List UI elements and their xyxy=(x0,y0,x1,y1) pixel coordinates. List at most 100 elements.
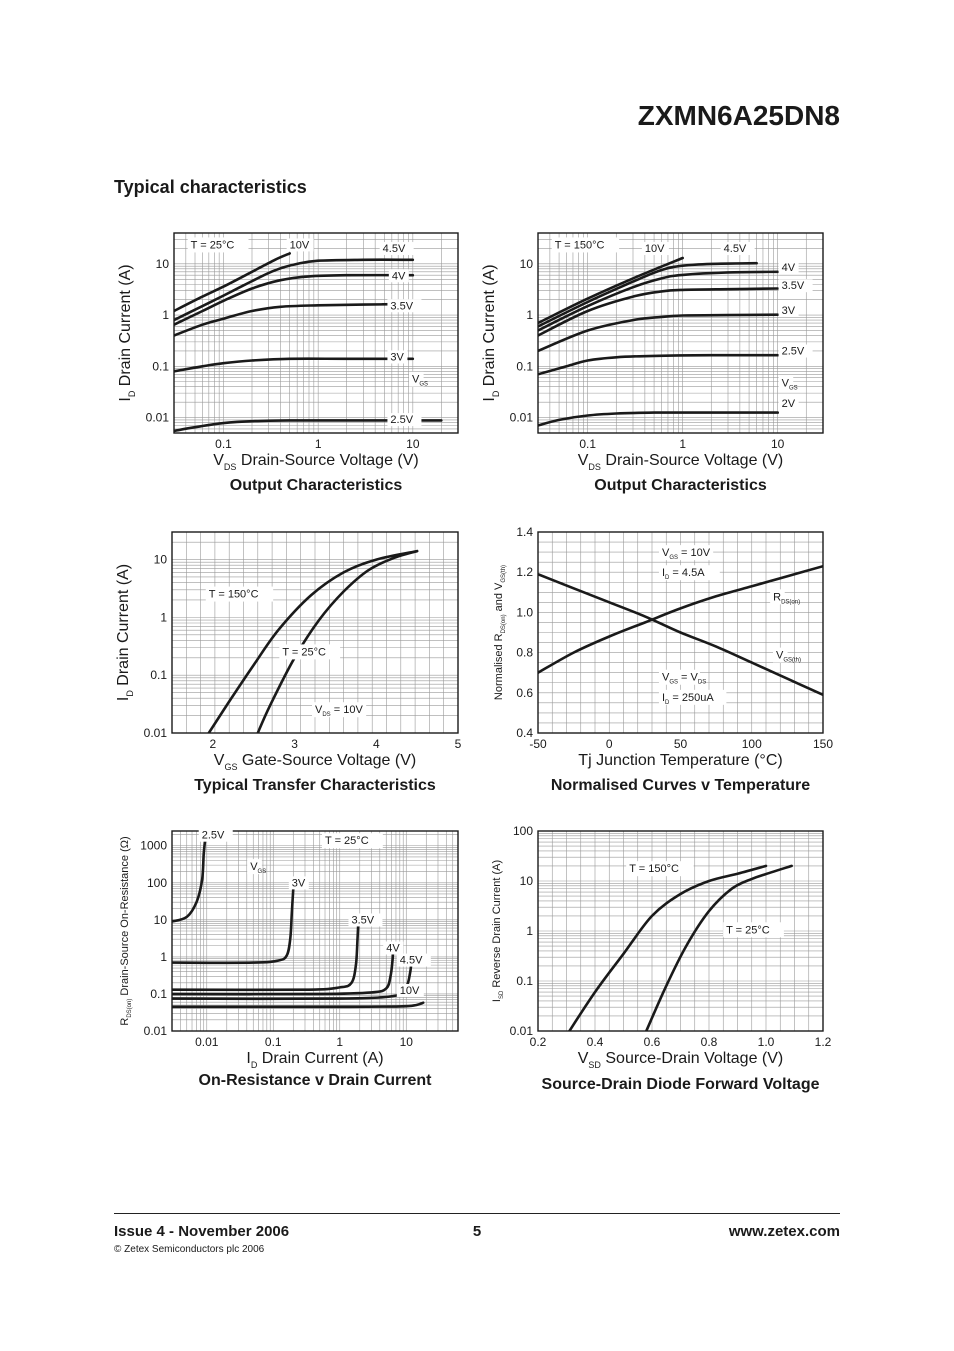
series-label-4-5v: 4.5V xyxy=(383,243,406,255)
annotation: ID = 4.5A xyxy=(662,567,705,581)
annotation: T = 150°C xyxy=(209,589,259,601)
series-label-bg xyxy=(383,941,404,955)
series-label-4v: 4V xyxy=(392,270,406,282)
series-label-bg xyxy=(396,983,424,997)
section-title: Typical characteristics xyxy=(114,177,307,197)
y-axis-label: RDS(on) Drain-Source On-Resistance (Ω) xyxy=(119,836,133,1025)
y-tick-label: 1.0 xyxy=(516,605,533,619)
y-tick-label: 0.01 xyxy=(146,411,170,425)
series-label-bg xyxy=(288,876,309,890)
y-tick-label: 1.4 xyxy=(516,525,533,539)
plot-frame xyxy=(537,232,824,434)
series-line-t-25-c xyxy=(256,549,419,733)
series-label-bg xyxy=(286,238,314,252)
y-tick-label: 100 xyxy=(513,824,533,838)
x-tick-label: 50 xyxy=(674,737,688,751)
chart-diode: 0.2 0.4 0.6 0.8 1.0 1.2 0.01 0.1 1 10 100 VSD Sourc… xyxy=(491,824,832,1093)
plot-frame xyxy=(173,232,459,434)
x-tick-label: 3 xyxy=(291,737,298,751)
plot-frame xyxy=(537,531,824,734)
series-line-2-5v xyxy=(172,836,207,923)
series-line-2-5v xyxy=(538,353,779,376)
annotation: T = 150°C xyxy=(629,863,679,875)
series-label-3-5v: 3.5V xyxy=(782,280,805,292)
x-tick-label: 0.1 xyxy=(215,437,232,451)
annotation-bg xyxy=(247,859,262,875)
annotation: RDS(on) xyxy=(773,591,800,605)
x-axis-label: ID Drain Current (A) xyxy=(246,1050,383,1070)
series-label-3-5v: 3.5V xyxy=(351,914,374,926)
annotation-bg xyxy=(279,644,341,660)
series-line-t-150-c xyxy=(207,549,419,733)
x-tick-label: 1.2 xyxy=(815,1035,832,1049)
annotation-bg xyxy=(658,565,720,581)
series-label-bg xyxy=(778,344,813,358)
x-tick-label: 1 xyxy=(336,1035,343,1049)
y-tick-label: 0.1 xyxy=(150,668,167,682)
y-axis-label: ISD Reverse Drain Current (A) xyxy=(491,860,505,1002)
series-line-3v xyxy=(538,313,779,353)
y-axis-label: ID Drain Current (A) xyxy=(115,564,135,701)
plot-frame xyxy=(171,830,459,1032)
series-label-4v: 4V xyxy=(782,262,796,274)
annotation: ID = 250uA xyxy=(662,692,714,706)
annotation: T = 25°C xyxy=(726,924,770,936)
y-tick-label: 0.1 xyxy=(516,359,533,373)
annotation-bg xyxy=(658,669,700,685)
y-tick-label: 0.1 xyxy=(150,987,167,1001)
y-tick-label: 0.01 xyxy=(144,726,168,740)
series-label-2-5v: 2.5V xyxy=(390,414,413,426)
y-tick-label: 0.01 xyxy=(144,1024,168,1038)
x-tick-label: 10 xyxy=(400,1035,414,1049)
series-line-2v xyxy=(538,411,779,427)
y-axis-label: ID Drain Current (A) xyxy=(481,264,501,401)
y-tick-label: 10 xyxy=(520,257,534,271)
annotation: VGS = 10V xyxy=(662,547,711,561)
series-label-bg xyxy=(778,397,799,411)
annotation: VGS xyxy=(250,861,266,875)
x-axis-label: VDS Drain-Source Voltage (V) xyxy=(213,452,419,472)
series-line-3-5v xyxy=(538,287,779,337)
grid xyxy=(172,831,458,1031)
y-tick-label: 0.1 xyxy=(516,974,533,988)
x-tick-label: 0.4 xyxy=(587,1035,604,1049)
x-tick-label: 1 xyxy=(679,437,686,451)
footer-copyright: © Zetex Semiconductors plc 2006 xyxy=(114,1244,265,1255)
annotation-bg xyxy=(322,833,383,849)
series-label-bg xyxy=(198,828,233,842)
series-label-bg xyxy=(641,242,669,256)
series-label-3-5v: 3.5V xyxy=(390,300,413,312)
series-label-bg xyxy=(387,350,408,364)
x-tick-label: 0.2 xyxy=(530,1035,547,1049)
series-line-3-5v xyxy=(172,920,360,992)
annotation: VGS xyxy=(412,374,428,388)
y-tick-label: 0.01 xyxy=(510,411,534,425)
series-label-3v: 3V xyxy=(292,877,306,889)
part-number: ZXMN6A25DN8 xyxy=(637,100,840,131)
x-tick-label: 0.6 xyxy=(644,1035,661,1049)
x-tick-label: 150 xyxy=(813,737,833,751)
y-tick-label: 1 xyxy=(160,610,167,624)
series-label-bg xyxy=(778,261,799,275)
plot-frame xyxy=(537,830,824,1032)
series-label-4-5v: 4.5V xyxy=(400,955,423,967)
series-label-bg xyxy=(388,269,409,283)
annotation-bg xyxy=(772,647,788,663)
series-label-10v: 10V xyxy=(290,239,310,251)
series-label-2-5v: 2.5V xyxy=(202,830,225,842)
series-line-3-5v xyxy=(174,302,415,337)
annotation: VDS = 10V xyxy=(315,704,363,718)
series-label-4v: 4V xyxy=(386,942,400,954)
x-tick-label: 0 xyxy=(606,737,613,751)
y-tick-label: 0.6 xyxy=(516,686,533,700)
series-label-10v: 10V xyxy=(645,243,665,255)
annotation: VGS xyxy=(782,378,798,392)
footer-page-number: 5 xyxy=(472,1223,482,1240)
plot-frame xyxy=(171,531,459,734)
series-line-v-gs-th xyxy=(538,572,823,697)
x-tick-label: 10 xyxy=(771,437,785,451)
series-line-4v xyxy=(174,273,415,326)
chart-onres: 0.01 0.1 1 10 0.01 0.1 1 10 100 1000 ID Drain Curr… xyxy=(119,828,459,1089)
